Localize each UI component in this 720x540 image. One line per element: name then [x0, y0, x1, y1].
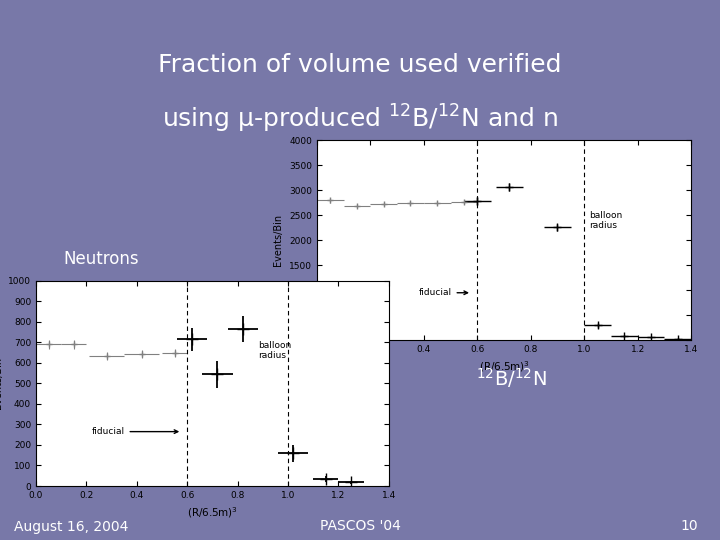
- Text: Neutrons: Neutrons: [63, 250, 139, 268]
- Text: fiducial: fiducial: [418, 288, 467, 297]
- X-axis label: (R/6.5m)$^3$: (R/6.5m)$^3$: [479, 360, 529, 374]
- Text: PASCOS '04: PASCOS '04: [320, 519, 400, 534]
- Text: fiducial: fiducial: [91, 427, 178, 436]
- Text: using μ-produced $^{12}$B/$^{12}$N and n: using μ-produced $^{12}$B/$^{12}$N and n: [162, 103, 558, 135]
- Y-axis label: Events/Bin: Events/Bin: [0, 357, 3, 409]
- Text: balloon
radius: balloon radius: [590, 211, 623, 230]
- Text: August 16, 2004: August 16, 2004: [14, 519, 129, 534]
- Text: $^{12}$B/$^{12}$N: $^{12}$B/$^{12}$N: [476, 366, 546, 390]
- Text: 10: 10: [681, 519, 698, 534]
- Y-axis label: Events/Bin: Events/Bin: [274, 214, 284, 266]
- Text: balloon
radius: balloon radius: [258, 341, 291, 360]
- X-axis label: (R/6.5m)$^3$: (R/6.5m)$^3$: [187, 505, 238, 520]
- Text: Fraction of volume used verified: Fraction of volume used verified: [158, 53, 562, 77]
